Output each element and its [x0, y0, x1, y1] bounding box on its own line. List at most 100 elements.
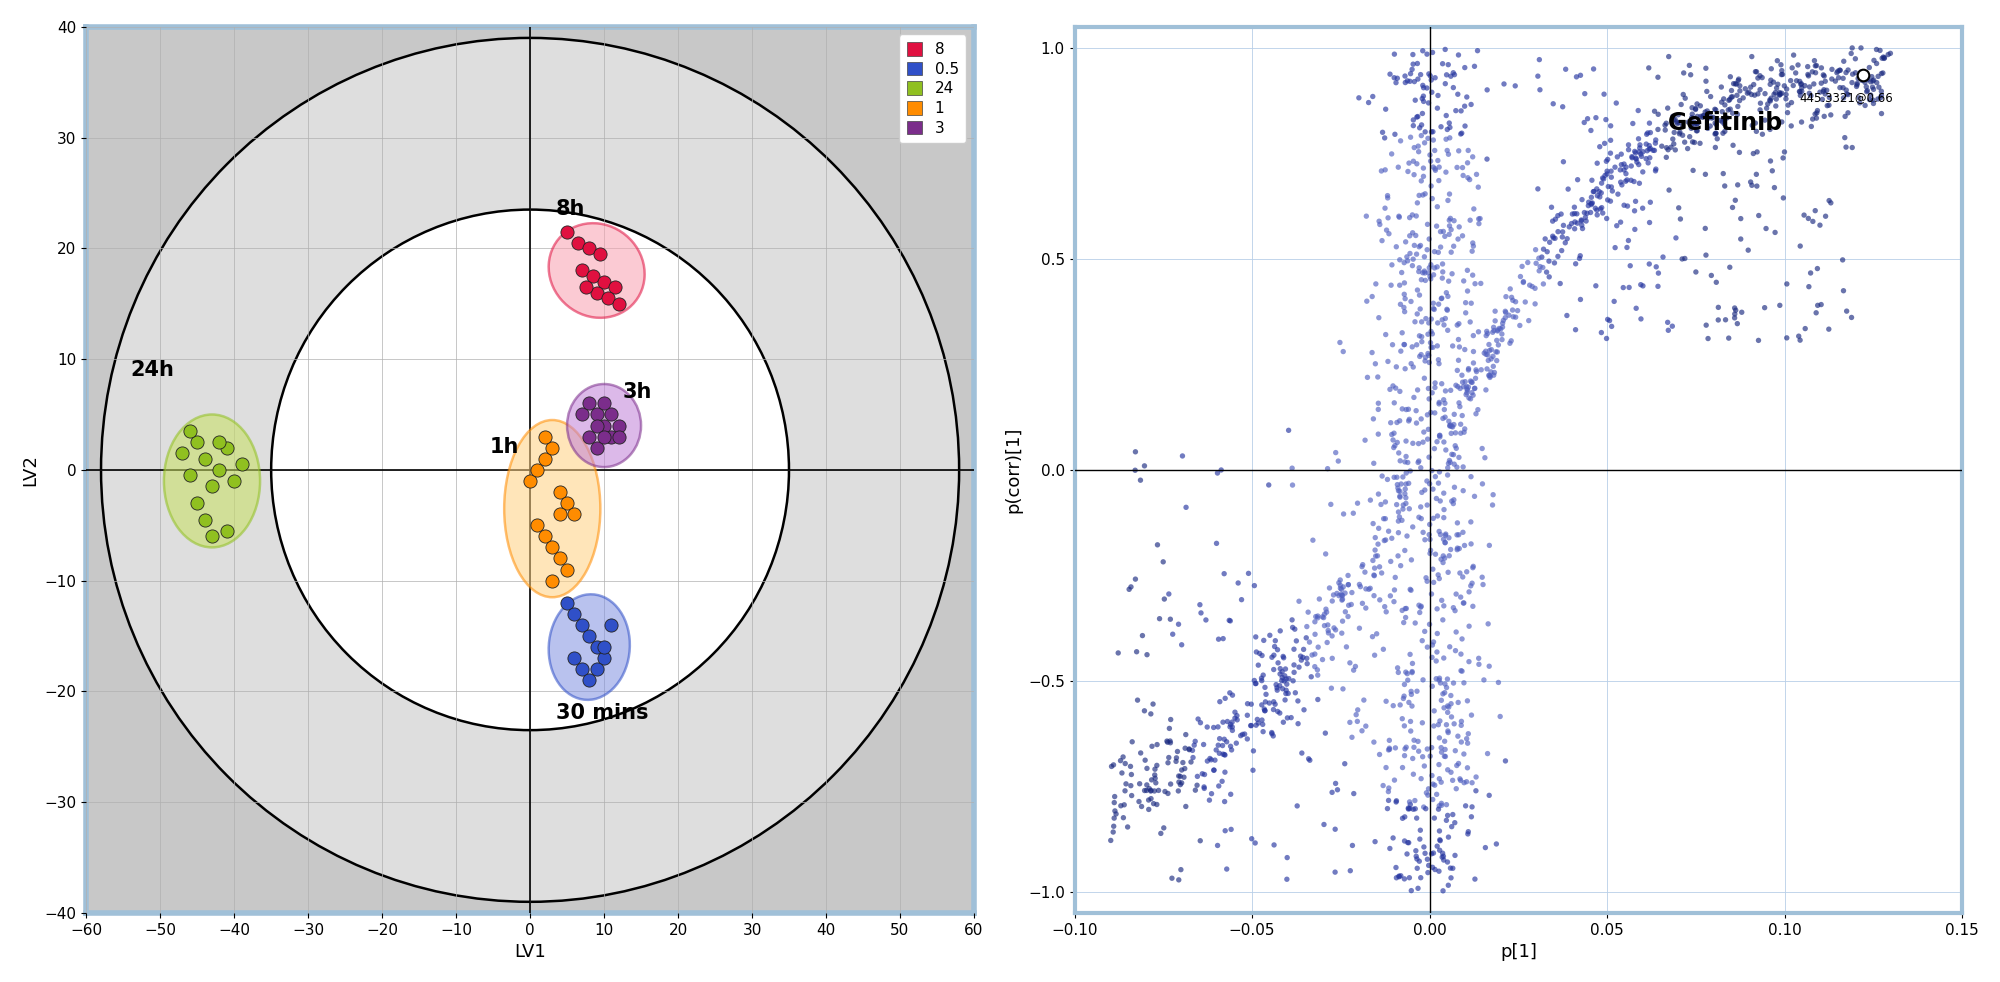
Point: [1522, 181, 1554, 196]
Point: [1366, 468, 1398, 484]
Point: [1454, 391, 1486, 407]
Point: [1472, 151, 1504, 167]
Point: [1868, 50, 1900, 66]
Point: [1438, 80, 1470, 95]
Point: [1144, 826, 1176, 842]
Point: [1378, 425, 1410, 441]
Point: [1444, 663, 1476, 679]
Point: [1666, 96, 1698, 112]
Point: [1588, 171, 1620, 187]
Point: [1706, 114, 1738, 130]
Point: [1446, 570, 1478, 585]
Point: [1458, 201, 1490, 217]
Point: [1594, 312, 1626, 328]
Point: [1438, 676, 1470, 691]
Point: [1394, 411, 1426, 427]
Point: [1368, 511, 1400, 526]
Point: [1462, 402, 1494, 417]
Point: [1312, 623, 1344, 638]
Point: [1182, 778, 1214, 793]
Point: [1660, 142, 1692, 158]
Point: [1730, 81, 1762, 96]
Point: [1344, 621, 1376, 636]
Point: [1372, 800, 1404, 816]
Point: [1288, 702, 1320, 718]
Point: [1630, 151, 1662, 167]
Point: [1418, 301, 1450, 317]
Point: [1708, 112, 1740, 128]
Point: [1722, 72, 1754, 87]
Point: [1336, 838, 1368, 853]
Point: [1576, 195, 1608, 211]
Point: [1854, 60, 1886, 76]
Point: [1720, 87, 1752, 103]
Point: [1196, 752, 1228, 768]
Point: [1428, 598, 1460, 614]
Point: [1652, 49, 1684, 65]
Point: [1262, 642, 1294, 658]
Point: [1168, 761, 1200, 777]
Point: [588, 274, 620, 290]
Point: [536, 573, 568, 588]
Point: [1458, 381, 1490, 397]
Point: [1162, 768, 1194, 784]
Ellipse shape: [504, 420, 600, 597]
Point: [1394, 870, 1426, 886]
Point: [552, 562, 584, 577]
Point: [1528, 276, 1560, 292]
Point: [1744, 95, 1776, 111]
Point: [1384, 488, 1416, 504]
Point: [1706, 104, 1738, 120]
Point: [1098, 794, 1130, 810]
Point: [1460, 406, 1492, 421]
Point: [1484, 320, 1516, 336]
Point: [1642, 279, 1674, 295]
Point: [1214, 787, 1246, 802]
Point: [1394, 66, 1426, 82]
Point: [1454, 314, 1486, 330]
Point: [1346, 557, 1378, 573]
Point: [1402, 455, 1434, 470]
Point: [1452, 693, 1484, 709]
Point: [1464, 211, 1496, 227]
Point: [1568, 204, 1600, 220]
Point: [1422, 508, 1454, 523]
Point: [1430, 67, 1462, 82]
Point: [1474, 343, 1506, 358]
Point: [1550, 62, 1582, 78]
Point: [1390, 490, 1422, 506]
Point: [1428, 531, 1460, 547]
Point: [1716, 89, 1748, 105]
Point: [1260, 677, 1292, 692]
Point: [1482, 322, 1514, 338]
Point: [1664, 211, 1696, 227]
Point: [1470, 347, 1502, 362]
Point: [1390, 601, 1422, 617]
Point: [1422, 863, 1454, 879]
Point: [1598, 294, 1630, 309]
Point: [1524, 258, 1556, 274]
Point: [1320, 776, 1352, 791]
Point: [544, 484, 576, 500]
Ellipse shape: [548, 594, 630, 700]
Point: [1420, 375, 1452, 391]
Point: [1258, 837, 1290, 852]
Point: [1702, 312, 1734, 328]
Point: [1428, 677, 1460, 692]
Point: [1802, 260, 1834, 276]
Point: [1452, 390, 1484, 406]
Point: [1846, 68, 1878, 83]
Point: [1862, 69, 1894, 84]
Point: [1310, 726, 1342, 741]
Point: [1548, 218, 1580, 234]
Point: [166, 446, 198, 462]
Point: [1860, 41, 1892, 57]
Point: [1498, 309, 1530, 325]
Point: [1114, 579, 1146, 595]
Point: [1616, 150, 1648, 166]
Point: [1402, 734, 1434, 749]
Point: [1382, 868, 1414, 884]
Point: [1116, 734, 1148, 749]
Point: [1744, 102, 1776, 118]
Point: [1658, 112, 1690, 128]
